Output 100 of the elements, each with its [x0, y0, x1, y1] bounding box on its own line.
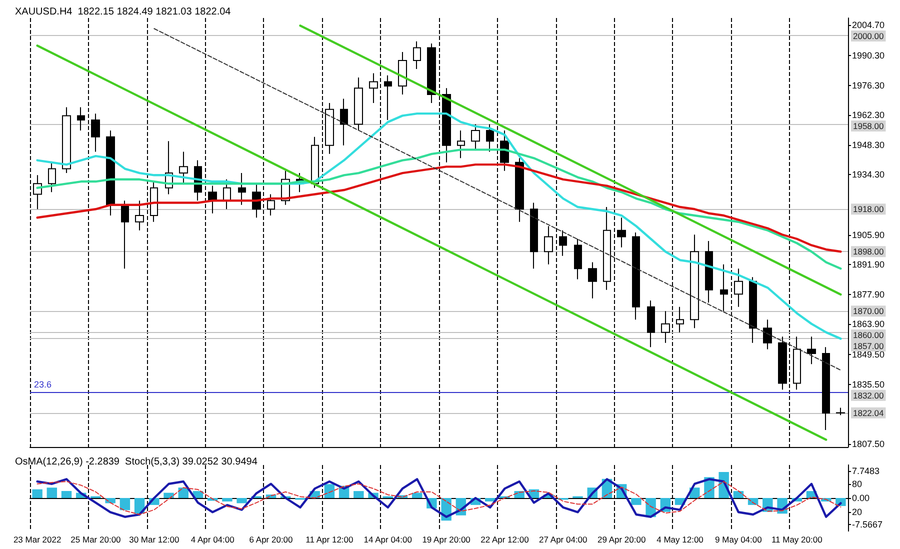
candlestick	[559, 230, 567, 256]
y-tick-label: -7.5667	[852, 519, 883, 530]
candlestick	[690, 234, 699, 329]
line-series	[36, 112, 842, 340]
x-tick-label: 14 Apr 04:00	[364, 534, 412, 544]
candlestick	[267, 194, 275, 216]
candlestick	[574, 238, 582, 280]
y-tick-label: 1863.90	[852, 319, 885, 330]
candlestick	[676, 306, 684, 333]
candlestick	[500, 130, 509, 172]
candlestick	[427, 42, 436, 104]
y2-tick-label: 20	[852, 507, 862, 518]
candlestick	[661, 310, 670, 344]
ref-line-label: 1918.00	[853, 204, 884, 214]
chart-title: XAUUSD.H4 1822.15 1824.49 1821.03 1822.04	[15, 6, 232, 18]
candlestick	[749, 276, 757, 344]
x-tick-label: 29 Apr 20:00	[597, 534, 646, 544]
candlestick	[48, 162, 56, 193]
candlestick	[91, 113, 100, 152]
x-tick-label: 23 Mar 2022	[13, 534, 62, 544]
annotation: 23.6	[34, 379, 52, 390]
chart-title: OsMA(12,26,9) -2.2839 Stoch(5,3,3) 39.0252 30.9494	[15, 456, 258, 468]
candlestick	[354, 76, 363, 132]
x-tick-label: 27 Apr 04:00	[539, 534, 588, 544]
candlestick	[340, 98, 348, 146]
y-tick-label: 1962.30	[852, 110, 885, 120]
x-tick-label: 9 May 04:00	[715, 534, 762, 544]
y-tick-label: 1976.30	[852, 80, 885, 90]
y-tick-label: 1990.30	[852, 50, 885, 61]
y-tick-label: 1891.90	[852, 260, 885, 270]
candlestick	[62, 106, 71, 174]
ref-line-label: 1860.00	[853, 330, 884, 340]
candlestick	[836, 407, 845, 416]
y-tick-label: 7.7483	[852, 466, 880, 476]
bar	[61, 491, 72, 498]
x-tick-label: 4 May 12:00	[656, 534, 704, 544]
candlestick	[150, 181, 158, 222]
candlestick	[778, 336, 787, 390]
candlestick	[223, 178, 231, 210]
candlestick	[238, 172, 246, 206]
candlestick	[720, 264, 728, 312]
x-tick-label: 22 Apr 12:00	[480, 534, 530, 544]
x-tick-label: 11 Apr 12:00	[306, 534, 354, 544]
y-tick-label: 1807.50	[852, 438, 885, 449]
bar	[412, 492, 422, 498]
candlestick	[398, 51, 407, 95]
candlestick	[77, 106, 85, 132]
bar	[631, 498, 642, 505]
x-tick-label: 30 Mar 12:00	[129, 534, 180, 544]
x-tick-label: 11 May 20:00	[771, 534, 823, 544]
bar	[236, 498, 247, 504]
ref-line-label: 1857.00	[853, 341, 884, 352]
candlestick	[486, 124, 494, 152]
candlestick	[106, 130, 115, 216]
candlestick	[734, 268, 743, 308]
ref-line-label: 1958.00	[853, 121, 884, 132]
bar	[32, 489, 42, 498]
line-series	[36, 163, 842, 253]
candlestick	[705, 240, 713, 304]
candlestick	[179, 151, 188, 184]
candlestick	[632, 232, 640, 320]
x-tick-label: 4 Apr 04:00	[190, 534, 235, 544]
y-tick-label: 1835.50	[852, 379, 885, 390]
bar	[164, 492, 174, 498]
candlestick	[325, 102, 334, 154]
ref-line-label: 1870.00	[853, 306, 884, 316]
y-tick-label: 1934.30	[852, 170, 885, 180]
candlestick	[617, 217, 626, 248]
bar	[324, 484, 335, 498]
candlestick	[471, 124, 480, 150]
candlestick	[822, 346, 830, 431]
bar	[354, 491, 364, 498]
candlestick	[135, 200, 144, 231]
y2-tick-label: 80	[852, 478, 862, 489]
candlestick	[530, 202, 538, 270]
candlestick	[603, 206, 611, 290]
candlestick	[515, 158, 524, 222]
candlestick	[442, 88, 451, 163]
x-tick-label: 6 Apr 20:00	[249, 534, 294, 544]
candlestick	[793, 336, 801, 390]
candlestick	[369, 72, 378, 104]
candlestick	[121, 200, 129, 270]
bar	[222, 498, 232, 502]
y-tick-label: 1877.90	[852, 289, 885, 300]
bar	[46, 488, 58, 498]
ref-line-label: 1832.00	[853, 390, 884, 400]
bar	[120, 498, 130, 510]
candlestick	[208, 185, 217, 214]
ref-line-label: 2000.00	[853, 31, 884, 42]
y-tick-label: 1849.50	[852, 350, 885, 360]
candlestick	[588, 262, 597, 299]
y-tick-label: 1948.30	[852, 140, 885, 150]
y-tick-label: 2004.70	[852, 20, 885, 30]
candlestick	[311, 136, 319, 188]
candlestick	[807, 336, 816, 365]
candlestick	[457, 130, 465, 159]
y-tick-label: 1905.90	[852, 230, 885, 240]
candlestick	[647, 300, 655, 348]
y-tick-label: 0.00	[852, 493, 870, 503]
candlestick	[763, 319, 772, 350]
